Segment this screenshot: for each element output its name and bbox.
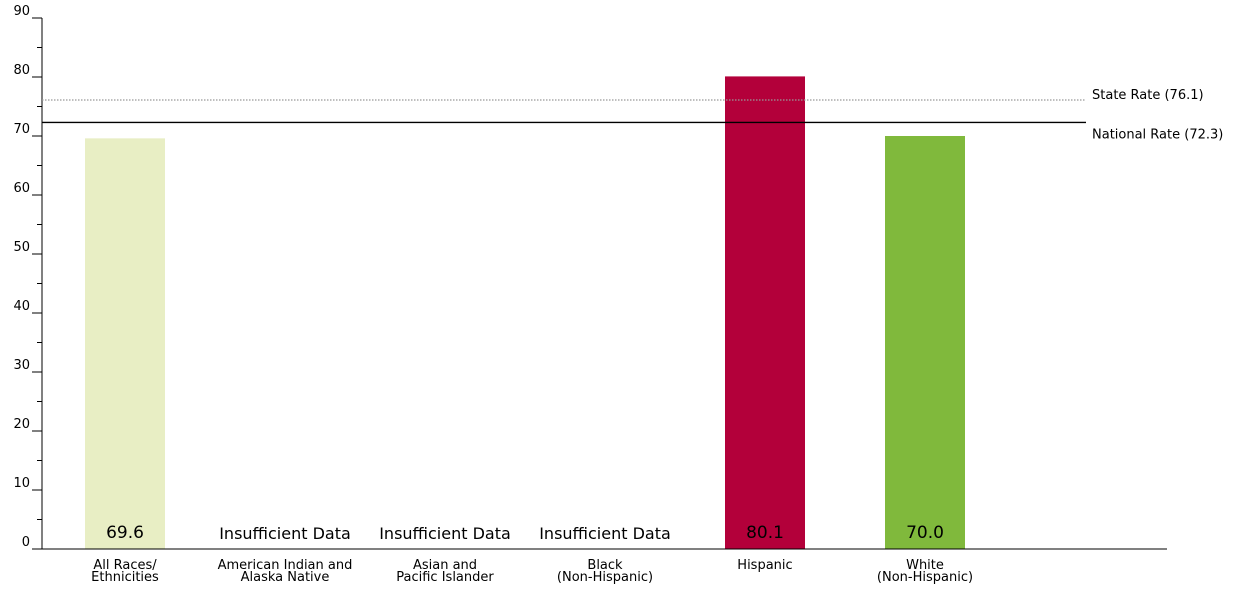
- y-tick-label: 10: [13, 476, 30, 491]
- bar-value-label: 80.1: [746, 523, 784, 543]
- y-tick-label: 20: [13, 417, 30, 432]
- category-label: Hispanic: [737, 558, 792, 573]
- category-label: Asian and Pacific Islander: [396, 558, 494, 585]
- reference-line-label: State Rate (76.1): [1092, 88, 1204, 103]
- y-tick-label: 70: [13, 122, 30, 137]
- bars: [85, 76, 965, 550]
- bar: [85, 138, 165, 550]
- y-axis: 0 10 20 30 40 50 60 70 80 90: [13, 4, 43, 550]
- category-label: American Indian and Alaska Native: [218, 558, 353, 585]
- category-label: All Races/Ethnicities: [91, 558, 159, 585]
- labels: 69.6 Insufficient Data Insufficient Data In…: [106, 523, 944, 543]
- y-tick-label: 60: [13, 181, 30, 196]
- y-tick-label: 40: [13, 299, 30, 314]
- insufficient-data-label: Insufficient Data: [219, 524, 351, 543]
- y-tick-label: 30: [13, 358, 30, 373]
- category-label: White (Non-Hispanic): [877, 558, 973, 585]
- y-tick-label: 90: [13, 4, 30, 19]
- bar-value-label: 69.6: [106, 523, 144, 543]
- bar-value-label: 70.0: [906, 523, 944, 543]
- y-tick-label: 0: [22, 535, 30, 550]
- category-label: Black (Non-Hispanic): [557, 558, 653, 585]
- insufficient-data-label: Insufficient Data: [539, 524, 671, 543]
- insufficient-data-label: Insufficient Data: [379, 524, 511, 543]
- y-tick-label: 80: [13, 63, 30, 78]
- bar: [725, 76, 805, 549]
- reference-lines: State Rate (76.1) National Rate (72.3): [42, 88, 1223, 142]
- y-tick-label: 50: [13, 240, 30, 255]
- reference-line-label: National Rate (72.3): [1092, 127, 1223, 142]
- x-axis: All Races/Ethnicities American Indian and…: [42, 548, 1167, 585]
- bar: [885, 136, 965, 549]
